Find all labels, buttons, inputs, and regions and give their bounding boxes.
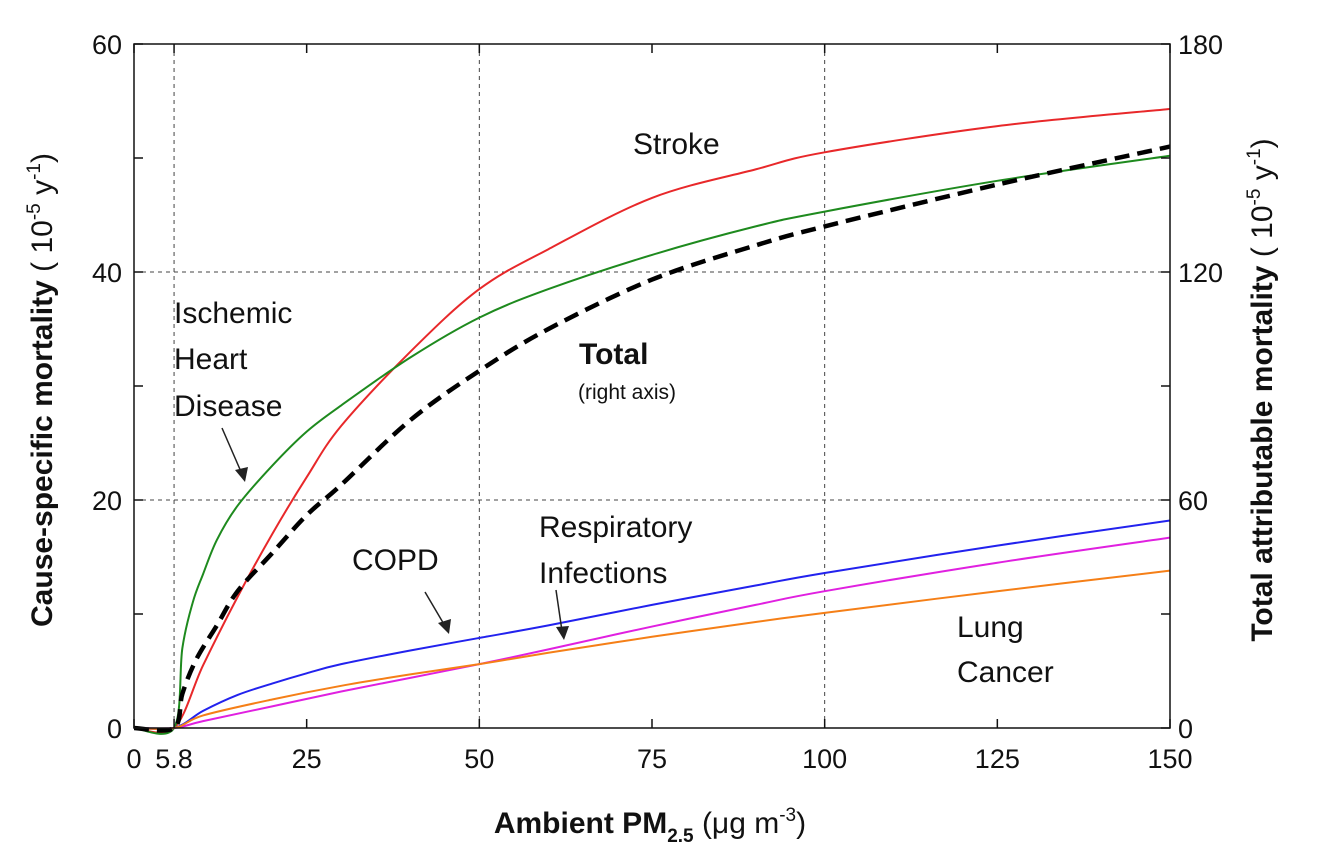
copd-arrow-head bbox=[438, 619, 451, 634]
x-tick-label-5: 100 bbox=[802, 744, 847, 774]
copd-label: COPD bbox=[352, 544, 439, 577]
y-left-title-sup2: -1 bbox=[24, 163, 45, 180]
x-tick-label-3: 50 bbox=[464, 744, 494, 774]
y-right-tick-label-2: 120 bbox=[1178, 258, 1223, 288]
stroke-label: Stroke bbox=[633, 128, 720, 161]
series-line-ischemic-heart-disease bbox=[134, 156, 1170, 734]
lung-label-line1: Lung bbox=[957, 611, 1024, 644]
series-line-lung-cancer bbox=[134, 571, 1170, 729]
x-tick-label-0: 0 bbox=[126, 744, 141, 774]
ihd-label-line1: Ischemic bbox=[174, 297, 292, 330]
y-left-tick-label-0: 0 bbox=[107, 714, 122, 744]
x-tick-label-2: 25 bbox=[292, 744, 322, 774]
x-axis-title-sub: 2.5 bbox=[667, 826, 694, 847]
y-right-tick-label-0: 0 bbox=[1178, 714, 1193, 744]
x-axis-title: Ambient PM2.5 (μg m-3) bbox=[494, 805, 806, 847]
resp-label-line1: Respiratory bbox=[539, 511, 692, 544]
copd-arrow-shaft bbox=[425, 592, 445, 626]
y-right-title-unit-end: ) bbox=[1246, 138, 1279, 148]
ihd-arrow-shaft bbox=[222, 428, 242, 474]
y-left-title-sup1: -5 bbox=[24, 203, 45, 220]
y-left-title-unit-mid: y bbox=[26, 180, 59, 203]
x-axis-title-main: Ambient PM bbox=[494, 807, 667, 840]
x-tick-label-7: 150 bbox=[1147, 744, 1192, 774]
ihd-label-line2: Heart bbox=[174, 343, 248, 376]
y-left-title-unit-end: ) bbox=[26, 153, 59, 163]
y-right-title-unit-mid: y bbox=[1246, 165, 1279, 188]
ihd-arrow-head bbox=[235, 467, 248, 482]
ihd-label-line3: Disease bbox=[174, 390, 282, 423]
y-right-tick-label-3: 180 bbox=[1178, 30, 1223, 60]
x-tick-label-1: 5.8 bbox=[155, 744, 193, 774]
y-left-tick-label-2: 40 bbox=[92, 258, 122, 288]
x-axis-title-unit-end: ) bbox=[796, 807, 806, 840]
lung-label-line2: Cancer bbox=[957, 656, 1054, 689]
x-tick-label-4: 75 bbox=[637, 744, 667, 774]
x-axis-title-unit-sup: -3 bbox=[779, 805, 796, 826]
y-left-title-main: Cause-specific mortality bbox=[26, 280, 59, 627]
resp-label-line2: Infections bbox=[539, 557, 667, 590]
x-tick-label-6: 125 bbox=[975, 744, 1020, 774]
y-right-title-sup1: -5 bbox=[1244, 189, 1265, 206]
x-axis-title-unit: (μg m bbox=[694, 807, 780, 840]
total-label: Total bbox=[579, 338, 648, 371]
total-note: (right axis) bbox=[578, 381, 676, 404]
y-right-tick-label-1: 60 bbox=[1178, 486, 1208, 516]
y-right-title-sup2: -1 bbox=[1244, 148, 1265, 165]
annotation-arrows bbox=[222, 428, 569, 640]
y-left-tick-label-1: 20 bbox=[92, 486, 122, 516]
resp-arrow-shaft bbox=[556, 590, 562, 631]
y-axis-right-title: Total attributable mortality ( 10-5 y-1) bbox=[1244, 138, 1279, 641]
resp-arrow-head bbox=[556, 626, 569, 640]
y-right-title-main: Total attributable mortality bbox=[1246, 265, 1279, 641]
y-left-title-unit-pre: ( 10 bbox=[26, 220, 59, 280]
y-right-title-unit-pre: ( 10 bbox=[1246, 205, 1279, 265]
y-axis-left-title: Cause-specific mortality ( 10-5 y-1) bbox=[24, 153, 59, 627]
mortality-chart: 0 5.8 25 50 75 100 125 1500204060060120180 Stro… bbox=[0, 0, 1323, 860]
y-left-tick-label-3: 60 bbox=[92, 30, 122, 60]
